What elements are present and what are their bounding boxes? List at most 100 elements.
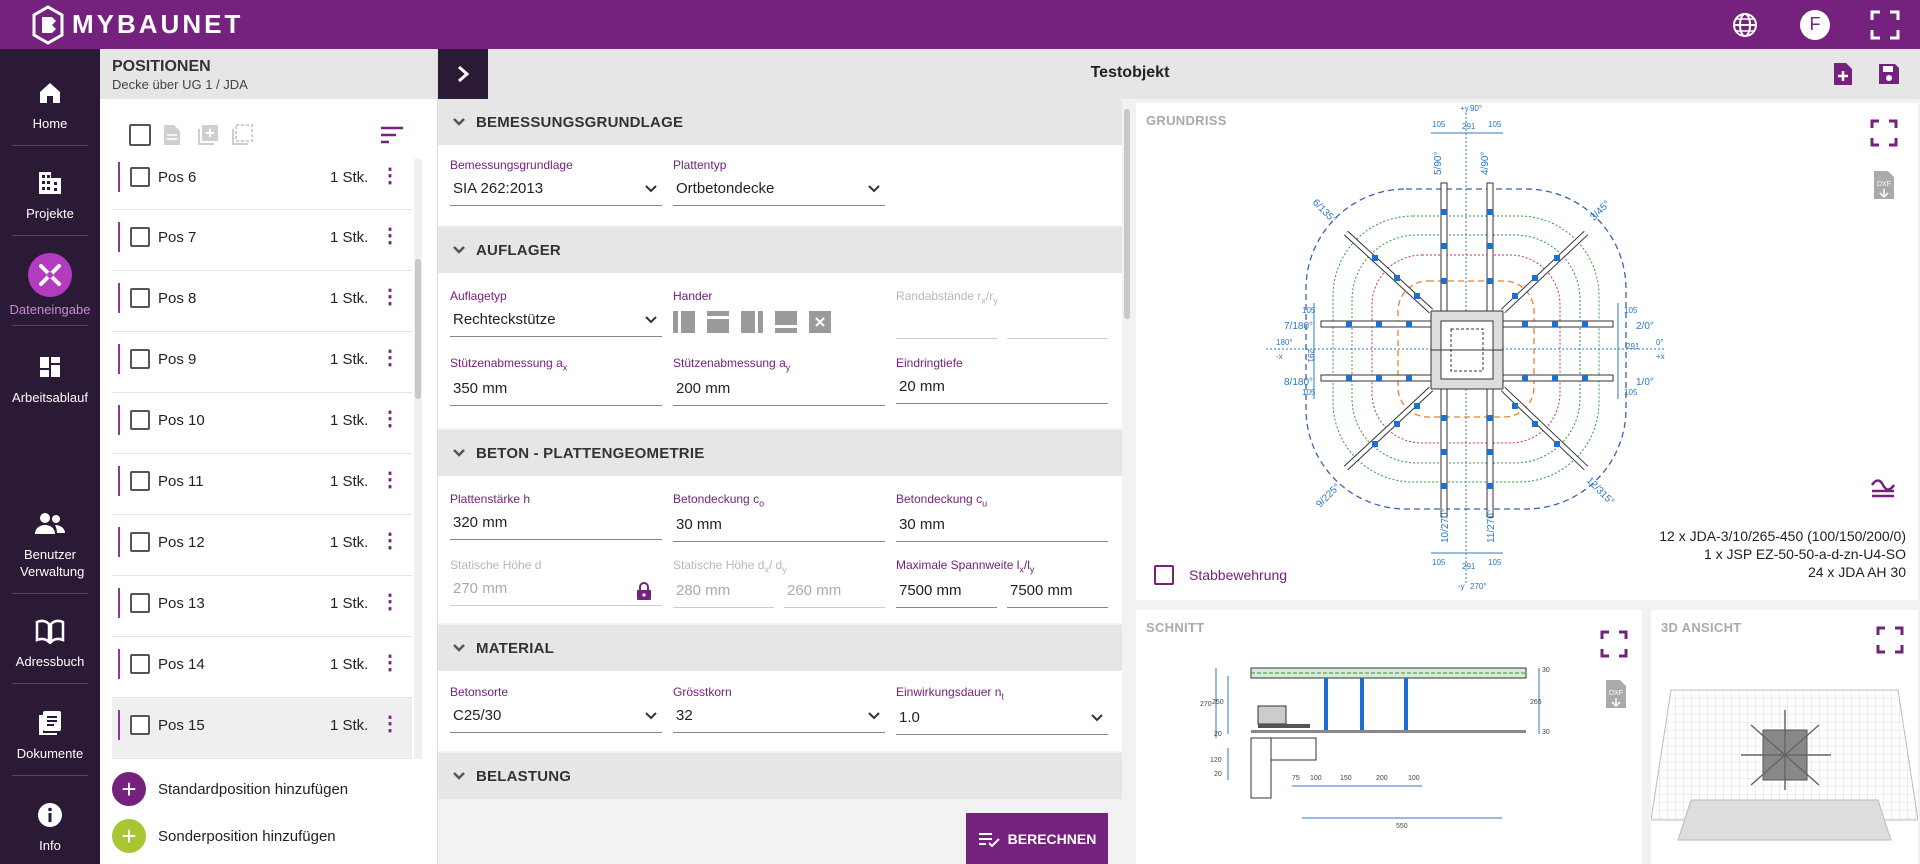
more-vert-icon[interactable]: ⋮: [380, 530, 400, 552]
fullscreen-icon[interactable]: [1600, 630, 1628, 663]
globe-icon[interactable]: [1725, 5, 1765, 45]
more-vert-icon[interactable]: ⋮: [380, 225, 400, 247]
eindringtiefe-input[interactable]: Eindringtiefe 20 mm: [896, 356, 1108, 404]
add-special-position-button[interactable]: + Sonderposition hinzufügen: [112, 819, 336, 853]
auflagetyp-select[interactable]: Auflagetyp Rechteckstütze: [450, 289, 662, 337]
collapse-panel-button[interactable]: [438, 49, 488, 99]
fullscreen-icon[interactable]: [1876, 626, 1904, 659]
dxf-export-icon[interactable]: DXF: [1604, 678, 1628, 715]
betondeckung-co-input[interactable]: Betondeckung co 30 mm: [673, 492, 885, 543]
betondeckung-cu-input[interactable]: Betondeckung cu 30 mm: [896, 492, 1108, 543]
stabbewehrung-checkbox[interactable]: [1154, 565, 1174, 585]
berechnen-button[interactable]: BERECHNEN: [966, 813, 1108, 864]
row-checkbox[interactable]: [130, 593, 150, 613]
list-item[interactable]: Pos 10 1 Stk. ⋮: [112, 393, 412, 454]
position-name: Pos 7: [158, 229, 197, 246]
nav-dokumente[interactable]: Dokumente: [0, 705, 100, 761]
add-standard-position-button[interactable]: + Standardposition hinzufügen: [112, 772, 348, 806]
tools-icon: [28, 253, 72, 297]
more-vert-icon[interactable]: ⋮: [380, 591, 400, 613]
more-vert-icon[interactable]: ⋮: [380, 652, 400, 674]
spannweite-lx-input[interactable]: 7500 mm: [896, 582, 997, 609]
chevron-right-icon: [458, 65, 470, 83]
section-header-belastung[interactable]: BELASTUNG: [438, 753, 1122, 799]
more-vert-icon[interactable]: ⋮: [380, 713, 400, 735]
nav-benutzer-verwaltung[interactable]: Benutzer Verwaltung: [0, 505, 100, 580]
row-checkbox[interactable]: [130, 532, 150, 552]
row-checkbox[interactable]: [130, 227, 150, 247]
section-header-auflager[interactable]: AUFLAGER: [438, 227, 1122, 273]
lock-icon[interactable]: [636, 582, 652, 600]
nav-arbeitsablauf[interactable]: Arbeitsablauf: [0, 349, 100, 405]
select-all-checkbox[interactable]: [129, 124, 151, 146]
nav-adressbuch[interactable]: Adressbuch: [0, 613, 100, 669]
stuetzenabmessung-ay-input[interactable]: Stützenabmessung ay 200 mm: [673, 356, 885, 407]
groesstkorn-select[interactable]: Grösstkorn 32: [673, 685, 885, 733]
bemessungsgrundlage-select[interactable]: Bemessungsgrundlage SIA 262:2013: [450, 158, 662, 206]
nav-home[interactable]: Home: [0, 75, 100, 131]
spannweite-field: Maximale Spannweite lx/ly 7500 mm 7500 m…: [896, 558, 1108, 609]
list-item[interactable]: Pos 7 1 Stk. ⋮: [112, 210, 412, 271]
more-vert-icon[interactable]: ⋮: [380, 286, 400, 308]
stabbewehrung-toggle[interactable]: Stabbewehrung: [1154, 565, 1287, 585]
dim-label: 291: [1462, 122, 1476, 131]
position-name: Pos 15: [158, 717, 205, 734]
3d-view-canvas[interactable]: [1651, 650, 1918, 864]
list-item[interactable]: Pos 13 1 Stk. ⋮: [112, 576, 412, 637]
user-avatar[interactable]: F: [1795, 5, 1835, 45]
plattentyp-select[interactable]: Plattentyp Ortbetondecke: [673, 158, 885, 206]
hander-left-icon[interactable]: [673, 311, 695, 333]
section-title: BELASTUNG: [476, 767, 572, 785]
dxf-export-icon[interactable]: DXF: [1872, 169, 1896, 206]
hander-top-icon[interactable]: [707, 311, 729, 333]
fullscreen-icon[interactable]: [1865, 5, 1905, 45]
row-checkbox[interactable]: [130, 288, 150, 308]
list-item[interactable]: Pos 12 1 Stk. ⋮: [112, 515, 412, 576]
list-item[interactable]: Pos 15 1 Stk. ⋮: [112, 698, 412, 759]
list-item[interactable]: Pos 8 1 Stk. ⋮: [112, 271, 412, 332]
save-icon[interactable]: [1874, 59, 1904, 89]
statische-hoehe-d-input: Statische Höhe d 270 mm: [450, 558, 662, 606]
hander-none-icon[interactable]: [809, 311, 831, 333]
section-header-bemessung[interactable]: BEMESSUNGSGRUNDLAGE: [438, 99, 1122, 145]
row-checkbox[interactable]: [130, 167, 150, 187]
select-copy-icon[interactable]: [230, 123, 254, 152]
row-checkbox[interactable]: [130, 349, 150, 369]
betonsorte-select[interactable]: Betonsorte C25/30: [450, 685, 662, 733]
row-checkbox[interactable]: [130, 654, 150, 674]
logo[interactable]: MYBAUNET: [32, 4, 243, 45]
list-item[interactable]: Pos 6 1 Stk. ⋮: [112, 159, 412, 210]
layers-icon[interactable]: [1870, 473, 1896, 504]
more-vert-icon[interactable]: ⋮: [380, 165, 400, 187]
fullscreen-icon[interactable]: [1870, 119, 1898, 152]
einwirkungsdauer-select[interactable]: Einwirkungsdauer nt 1.0: [896, 685, 1108, 736]
row-checkbox[interactable]: [130, 471, 150, 491]
more-vert-icon[interactable]: ⋮: [380, 408, 400, 430]
positions-scrollbar[interactable]: [414, 159, 422, 759]
spannweite-ly-input[interactable]: 7500 mm: [1007, 582, 1108, 609]
nav-info[interactable]: Info: [0, 797, 100, 853]
nav-projekte[interactable]: Projekte: [0, 165, 100, 221]
form-scrollbar[interactable]: [1122, 99, 1132, 799]
document-icon[interactable]: [162, 123, 182, 152]
list-item[interactable]: Pos 11 1 Stk. ⋮: [112, 454, 412, 515]
hander-right-icon[interactable]: [741, 311, 763, 333]
chevron-down-icon: [453, 772, 465, 780]
row-checkbox[interactable]: [130, 410, 150, 430]
list-item[interactable]: Pos 9 1 Stk. ⋮: [112, 332, 412, 393]
add-copy-icon[interactable]: [196, 123, 220, 152]
section-header-beton[interactable]: BETON - PLATTENGEOMETRIE: [438, 430, 1122, 476]
sort-icon[interactable]: [380, 125, 404, 150]
nav-dateneingabe[interactable]: Dateneingabe: [0, 253, 100, 317]
list-item[interactable]: Pos 14 1 Stk. ⋮: [112, 637, 412, 698]
hander-bottom-icon[interactable]: [775, 311, 797, 333]
section-header-material[interactable]: MATERIAL: [438, 625, 1122, 671]
row-checkbox[interactable]: [130, 715, 150, 735]
more-vert-icon[interactable]: ⋮: [380, 469, 400, 491]
plattenstaerke-input[interactable]: Plattenstärke h 320 mm: [450, 492, 662, 540]
more-vert-icon[interactable]: ⋮: [380, 347, 400, 369]
position-name: Pos 13: [158, 595, 205, 612]
new-file-icon[interactable]: [1828, 59, 1858, 89]
randabstand-y-input: [1007, 313, 1108, 340]
stuetzenabmessung-ax-input[interactable]: Stützenabmessung ax 350 mm: [450, 356, 662, 407]
